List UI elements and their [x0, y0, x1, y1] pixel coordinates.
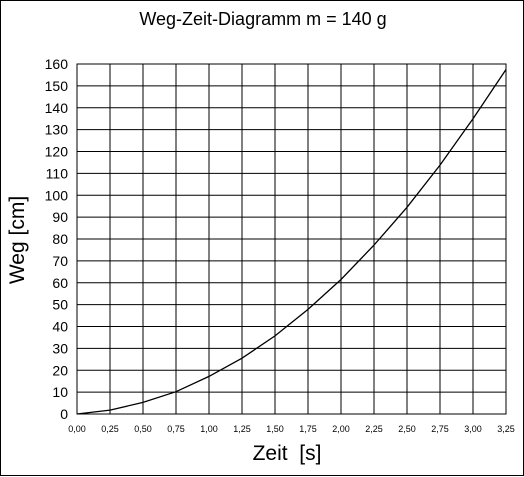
- y-tick-label: 0: [60, 406, 68, 422]
- y-tick-label: 70: [52, 253, 68, 269]
- x-tick-label: 3,25: [497, 424, 515, 434]
- y-tick-label: 40: [52, 319, 68, 335]
- x-tick-label: 2,75: [431, 424, 449, 434]
- x-tick-label: 1,00: [200, 424, 218, 434]
- chart-title: Weg-Zeit-Diagramm m = 140 g: [139, 9, 387, 29]
- y-tick-label: 110: [46, 165, 69, 181]
- x-tick-label: 0,75: [167, 424, 185, 434]
- y-tick-label: 160: [45, 56, 69, 72]
- x-tick-label: 2,50: [398, 424, 416, 434]
- x-axis-label: Zeit [s]: [252, 442, 322, 465]
- x-tick-label: 3,00: [464, 424, 482, 434]
- y-tick-label: 30: [52, 340, 68, 356]
- y-tick-label: 130: [45, 122, 69, 138]
- y-tick-label: 120: [45, 144, 69, 160]
- series-line: [76, 69, 507, 415]
- y-tick-label: 50: [52, 297, 68, 313]
- y-tick-label: 60: [52, 275, 68, 291]
- plot-border: [76, 63, 507, 415]
- x-tick-label: 0,25: [101, 424, 119, 434]
- x-tick-label: 1,75: [299, 424, 317, 434]
- x-tick-label: 2,25: [365, 424, 383, 434]
- y-tick-label: 150: [45, 78, 69, 94]
- x-tick-label: 1,25: [233, 424, 251, 434]
- y-tick-label: 100: [45, 187, 69, 203]
- y-tick-label: 20: [52, 362, 68, 378]
- y-tick-label: 80: [52, 231, 68, 247]
- x-tick-label: 1,50: [266, 424, 284, 434]
- y-tick-label: 10: [52, 384, 68, 400]
- y-tick-label: 140: [45, 100, 69, 116]
- x-tick-label: 0,50: [134, 424, 152, 434]
- y-tick-label: 90: [52, 209, 68, 225]
- x-tick-label: 0,00: [68, 424, 86, 434]
- x-tick-label: 2,00: [332, 424, 350, 434]
